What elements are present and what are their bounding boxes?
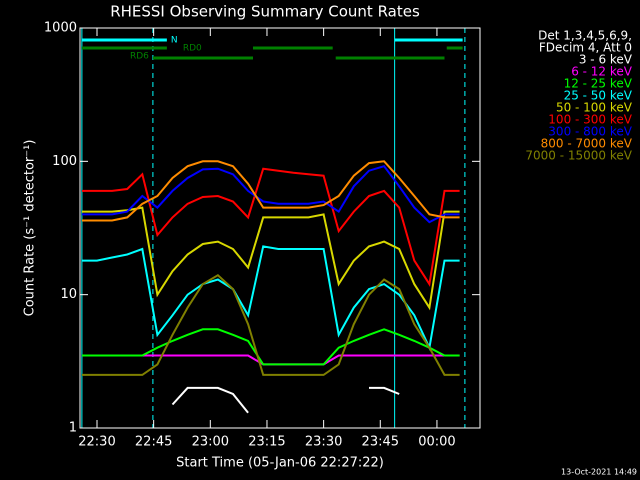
x-axis-label: Start Time (05-Jan-06 22:27:22) (176, 456, 384, 471)
series-line (81, 160, 460, 222)
x-tick-label: 00:00 (418, 435, 455, 450)
series-line (81, 328, 460, 366)
flag-label: RD0 (183, 44, 202, 54)
y-axis-label: Count Rate (s⁻¹ detector⁻¹) (23, 140, 38, 317)
x-tick-label: 23:30 (305, 435, 342, 450)
y-tick-label: 10 (60, 287, 77, 302)
series-line (81, 165, 460, 224)
series-line (81, 206, 460, 311)
series-line (171, 386, 400, 414)
legend-label: 100 - 300 keV (548, 113, 632, 127)
x-tick-label: 22:45 (135, 435, 172, 450)
legend-label: 50 - 100 keV (556, 101, 633, 115)
series-line (81, 167, 460, 287)
legend-header: Det 1,3,4,5,6,9, (538, 29, 632, 43)
flag-label: N (171, 36, 178, 46)
legend-label: 300 - 800 keV (548, 125, 632, 139)
y-tick-label: 100 (52, 154, 77, 169)
legend-label: 3 - 6 keV (579, 53, 633, 67)
legend-label: 6 - 12 keV (571, 65, 633, 79)
legend-label: 12 - 25 keV (564, 77, 633, 91)
y-tick-label: 1 (69, 421, 77, 436)
legend-label: 25 - 50 keV (564, 89, 633, 103)
y-tick-label: 1000 (44, 21, 77, 36)
plot-frame (79, 27, 481, 429)
x-tick-label: 23:45 (362, 435, 399, 450)
x-tick-label: 23:00 (192, 435, 229, 450)
x-tick-label: 22:30 (78, 435, 115, 450)
flag-label: RD6 (130, 52, 149, 62)
legend-header: FDecim 4, Att 0 (539, 41, 632, 55)
x-tick-label: 23:15 (248, 435, 285, 450)
series-line (81, 273, 460, 376)
footer: 13-Oct-2021 14:49 (561, 468, 637, 477)
legend-label: 7000 - 15000 keV (525, 149, 632, 163)
series-line (81, 245, 460, 352)
chart-title: RHESSI Observing Summary Count Rates (110, 3, 420, 21)
legend-label: 800 - 7000 keV (541, 137, 633, 151)
